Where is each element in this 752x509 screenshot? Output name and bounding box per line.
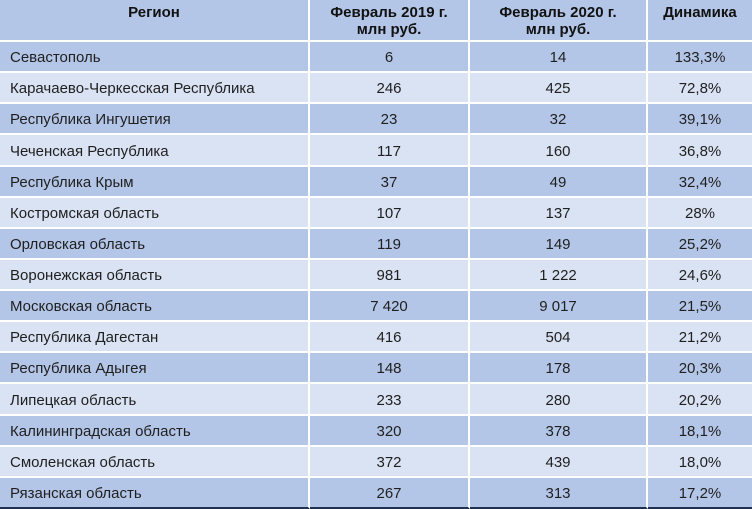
dynamics-value-cell: 21,5% [648, 291, 752, 323]
column-header-feb-2019-units: млн руб. [356, 21, 422, 38]
dynamics-value-cell: 25,2% [648, 228, 752, 260]
region-cell: Республика Ингушетия [0, 104, 310, 136]
region-cell: Чеченская Республика [0, 135, 310, 167]
table-row: Республика Крым 37 49 32,4% [0, 166, 752, 198]
region-cell: Воронежская область [0, 259, 310, 291]
dynamics-value-cell: 72,8% [648, 73, 752, 105]
column-header-feb-2020-label: Февраль 2020 г. [499, 4, 617, 21]
feb-2020-value-cell: 160 [470, 135, 648, 167]
table-row: Чеченская Республика 117 160 36,8% [0, 135, 752, 167]
feb-2019-value-cell: 117 [310, 135, 470, 167]
column-header-region-label: Регион [128, 4, 180, 21]
feb-2020-value-cell: 313 [470, 477, 648, 509]
dynamics-value-cell: 32,4% [648, 166, 752, 198]
feb-2020-value-cell: 49 [470, 166, 648, 198]
feb-2020-value-cell: 1 222 [470, 259, 648, 291]
column-header-dynamics: Динамика [648, 0, 752, 42]
column-header-feb-2019: Февраль 2019 г. млн руб. [310, 0, 470, 42]
feb-2019-value-cell: 23 [310, 104, 470, 136]
dynamics-value-cell: 17,2% [648, 477, 752, 509]
region-cell: Карачаево-Черкесская Республика [0, 73, 310, 105]
dynamics-value-cell: 28% [648, 197, 752, 229]
feb-2020-value-cell: 178 [470, 353, 648, 385]
table-row: Республика Ингушетия 23 32 39,1% [0, 104, 752, 136]
dynamics-value-cell: 18,1% [648, 415, 752, 447]
region-cell: Костромская область [0, 197, 310, 229]
dynamics-value-cell: 20,2% [648, 384, 752, 416]
feb-2019-value-cell: 233 [310, 384, 470, 416]
feb-2019-value-cell: 119 [310, 228, 470, 260]
dynamics-value-cell: 36,8% [648, 135, 752, 167]
feb-2019-value-cell: 320 [310, 415, 470, 447]
feb-2020-value-cell: 9 017 [470, 291, 648, 323]
feb-2019-value-cell: 416 [310, 322, 470, 354]
dynamics-value-cell: 24,6% [648, 259, 752, 291]
table-row: Республика Дагестан 416 504 21,2% [0, 322, 752, 354]
table-body: Севастополь 6 14 133,3% Карачаево-Черкес… [0, 42, 752, 509]
region-cell: Орловская область [0, 228, 310, 260]
region-cell: Московская область [0, 291, 310, 323]
table-row: Калининградская область 320 378 18,1% [0, 415, 752, 447]
region-cell: Рязанская область [0, 477, 310, 509]
table-row: Орловская область 119 149 25,2% [0, 228, 752, 260]
table-row: Костромская область 107 137 28% [0, 197, 752, 229]
dynamics-value-cell: 39,1% [648, 104, 752, 136]
table-header: Регион Февраль 2019 г. млн руб. Февраль … [0, 0, 752, 42]
feb-2020-value-cell: 32 [470, 104, 648, 136]
feb-2019-value-cell: 981 [310, 259, 470, 291]
table-row: Московская область 7 420 9 017 21,5% [0, 291, 752, 323]
feb-2019-value-cell: 6 [310, 42, 470, 74]
feb-2019-value-cell: 148 [310, 353, 470, 385]
dynamics-value-cell: 18,0% [648, 446, 752, 478]
table-row: Севастополь 6 14 133,3% [0, 42, 752, 74]
region-cell: Республика Адыгея [0, 353, 310, 385]
feb-2020-value-cell: 137 [470, 197, 648, 229]
feb-2020-value-cell: 280 [470, 384, 648, 416]
column-header-feb-2020: Февраль 2020 г. млн руб. [470, 0, 648, 42]
feb-2019-value-cell: 246 [310, 73, 470, 105]
header-row: Регион Февраль 2019 г. млн руб. Февраль … [0, 0, 752, 42]
region-cell: Севастополь [0, 42, 310, 74]
feb-2020-value-cell: 504 [470, 322, 648, 354]
column-header-feb-2020-units: млн руб. [525, 21, 591, 38]
dynamics-value-cell: 20,3% [648, 353, 752, 385]
table-row: Воронежская область 981 1 222 24,6% [0, 259, 752, 291]
feb-2019-value-cell: 37 [310, 166, 470, 198]
feb-2019-value-cell: 7 420 [310, 291, 470, 323]
feb-2020-value-cell: 425 [470, 73, 648, 105]
region-cell: Республика Крым [0, 166, 310, 198]
feb-2019-value-cell: 372 [310, 446, 470, 478]
column-header-region: Регион [0, 0, 310, 42]
region-cell: Республика Дагестан [0, 322, 310, 354]
table-row: Рязанская область 267 313 17,2% [0, 477, 752, 509]
feb-2020-value-cell: 439 [470, 446, 648, 478]
dynamics-value-cell: 133,3% [648, 42, 752, 74]
region-cell: Липецкая область [0, 384, 310, 416]
feb-2020-value-cell: 14 [470, 42, 648, 74]
region-cell: Калининградская область [0, 415, 310, 447]
feb-2020-value-cell: 378 [470, 415, 648, 447]
table-row: Смоленская область 372 439 18,0% [0, 446, 752, 478]
dynamics-value-cell: 21,2% [648, 322, 752, 354]
column-header-dynamics-label: Динамика [663, 4, 737, 21]
column-header-feb-2019-label: Февраль 2019 г. [330, 4, 448, 21]
feb-2019-value-cell: 267 [310, 477, 470, 509]
table-row: Республика Адыгея 148 178 20,3% [0, 353, 752, 385]
table-row: Липецкая область 233 280 20,2% [0, 384, 752, 416]
feb-2020-value-cell: 149 [470, 228, 648, 260]
feb-2019-value-cell: 107 [310, 197, 470, 229]
table-row: Карачаево-Черкесская Республика 246 425 … [0, 73, 752, 105]
region-cell: Смоленская область [0, 446, 310, 478]
